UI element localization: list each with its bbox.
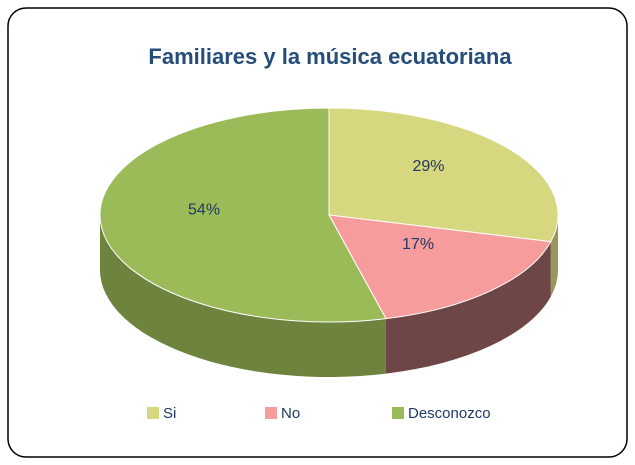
legend-label: Si <box>163 405 176 422</box>
legend: Si No Desconozco <box>147 405 491 422</box>
legend-label: No <box>281 405 300 422</box>
pie-slice <box>99 107 387 323</box>
value-label: 17% <box>402 236 434 253</box>
chart-title: Familiares y la música ecuatoriana <box>148 44 512 69</box>
legend-label: Desconozco <box>408 405 491 422</box>
legend-swatch <box>265 407 277 419</box>
value-labels: 29% 17% 54% <box>188 158 445 253</box>
pie-side <box>550 215 558 297</box>
pie-slice <box>328 107 559 243</box>
pie-sides <box>100 215 558 377</box>
value-label: 54% <box>188 202 220 219</box>
legend-swatch <box>147 407 159 419</box>
pie-side <box>100 215 386 377</box>
legend-swatch <box>392 407 404 419</box>
pie-tops <box>99 107 559 323</box>
pie-side <box>385 241 551 374</box>
value-label: 29% <box>413 158 445 175</box>
pie-slice <box>328 214 552 320</box>
